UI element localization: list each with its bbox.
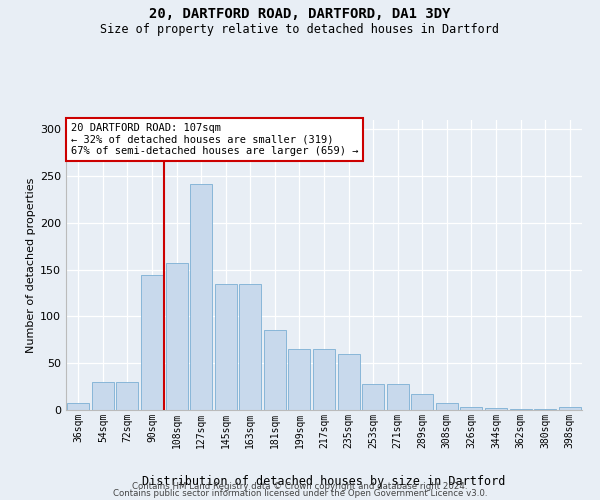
Bar (215, 284, 237, 410)
Bar (362, 384, 384, 410)
Bar (436, 402, 458, 410)
Text: Contains public sector information licensed under the Open Government Licence v3: Contains public sector information licen… (113, 490, 487, 498)
Text: 20, DARTFORD ROAD, DARTFORD, DA1 3DY: 20, DARTFORD ROAD, DARTFORD, DA1 3DY (149, 8, 451, 22)
Bar (141, 276, 163, 410)
Text: 20 DARTFORD ROAD: 107sqm
← 32% of detached houses are smaller (319)
67% of semi-: 20 DARTFORD ROAD: 107sqm ← 32% of detach… (71, 123, 359, 156)
Bar (460, 407, 482, 410)
Bar (116, 382, 139, 410)
Bar (534, 409, 556, 410)
Bar (166, 263, 188, 410)
Bar (264, 330, 286, 410)
Bar (509, 409, 532, 410)
Bar (190, 184, 212, 410)
Text: Contains HM Land Registry data © Crown copyright and database right 2024.: Contains HM Land Registry data © Crown c… (132, 482, 468, 491)
Bar (338, 354, 359, 410)
Bar (67, 402, 89, 410)
Bar (239, 284, 262, 410)
Bar (289, 349, 310, 410)
Bar (92, 382, 114, 410)
Bar (485, 408, 507, 410)
Bar (411, 394, 433, 410)
Bar (559, 407, 581, 410)
Bar (313, 349, 335, 410)
Text: Size of property relative to detached houses in Dartford: Size of property relative to detached ho… (101, 22, 499, 36)
Text: Distribution of detached houses by size in Dartford: Distribution of detached houses by size … (142, 474, 506, 488)
Y-axis label: Number of detached properties: Number of detached properties (26, 178, 36, 352)
Bar (386, 384, 409, 410)
